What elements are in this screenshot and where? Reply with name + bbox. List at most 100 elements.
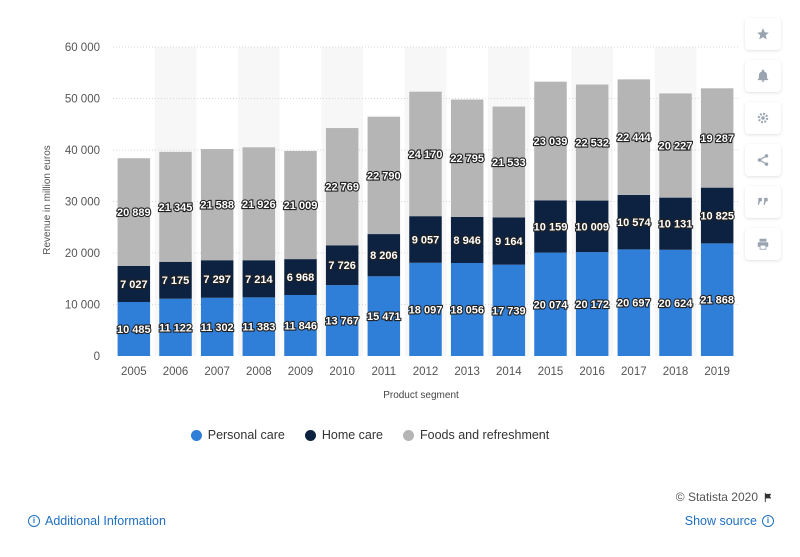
bar-segment [200,260,234,298]
data-label: 10 485 [117,324,151,336]
y-tick-label: 50 000 [65,94,100,106]
bar-segment [575,200,609,253]
data-label: 21 926 [242,199,276,211]
data-label: 9 057 [412,234,440,246]
data-label: 20 697 [617,298,651,310]
x-tick-label: 2009 [288,366,314,378]
y-axis-label: Revenue in million euros [42,145,53,255]
show-source-label: Show source [684,514,757,528]
bar-segment [200,149,234,261]
x-tick-label: 2016 [579,366,605,378]
bar-segment [367,234,401,277]
y-tick-label: 20 000 [65,248,100,260]
data-labels: 10 485 7 027 20 889 11 122 7 175 21 345 11 302… [116,131,735,337]
legend-label: Foods and refreshment [420,428,550,442]
x-axis-ticks: 2005 2006 2007 2008 2009 2010 2011 2012 2013 2014… [121,366,730,378]
bar-segment [534,200,567,253]
gear-icon [757,112,769,124]
data-label: 11 846 [284,320,317,332]
data-label: 21 533 [492,157,526,169]
x-tick-label: 2012 [413,366,439,378]
bar-segment [409,216,442,263]
bar-segment [450,216,484,264]
x-tick-label: 2008 [246,366,272,378]
legend-item-foods-and-refreshment[interactable]: Foods and refreshment [403,428,549,442]
data-label: 10 159 [534,221,568,233]
data-label: 20 074 [534,299,569,311]
data-label: 8 206 [370,250,398,262]
bar-segment [367,276,401,356]
x-tick-label: 2015 [538,366,564,378]
legend-label: Personal care [207,428,285,442]
bar-segment [700,88,734,188]
credit-text: © Statista 2020 [675,490,758,504]
data-label: 7 175 [162,275,190,287]
bar-segment [450,263,484,356]
legend-item-home-care[interactable]: Home care [304,428,383,442]
y-tick-label: 30 000 [65,197,100,209]
data-label: 21 009 [284,200,318,212]
bar-segment [200,297,234,356]
x-tick-label: 2019 [704,366,730,378]
show-source-link[interactable]: Show source i [685,514,774,528]
info-icon: i [28,515,40,527]
bar-segment [492,264,526,356]
bar-segment [617,79,651,195]
data-label: 10 009 [575,221,609,233]
x-tick-label: 2010 [329,366,355,378]
bar-segment [575,252,609,356]
bar-segment [117,158,151,266]
bar-segment [242,147,276,261]
data-label: 7 214 [245,274,273,286]
bar-segment [242,260,276,298]
data-label: 11 302 [201,322,234,334]
favorite-button[interactable] [745,18,781,50]
notification-button[interactable] [745,60,781,92]
legend-item-personal-care[interactable]: Personal care [190,428,285,442]
bar-segment [409,262,442,356]
data-label: 21 588 [200,200,234,212]
bar-segment [284,259,317,295]
bar-segment [617,194,651,250]
data-label: 15 471 [367,311,401,323]
info-icon: i [762,515,774,527]
data-label: 9 164 [495,236,523,248]
x-tick-label: 2018 [663,366,689,378]
x-tick-label: 2007 [204,366,230,378]
bar-segment [159,261,192,299]
x-tick-label: 2014 [496,366,522,378]
share-icon [757,154,769,166]
settings-button[interactable] [745,102,781,134]
additional-information-link[interactable]: i Additional Information [28,514,166,528]
data-label: 11 122 [159,322,192,334]
bar-segment [450,99,484,217]
bar-segment [242,297,276,356]
cite-button[interactable] [745,186,781,218]
data-label: 7 726 [328,260,356,272]
y-tick-label: 0 [94,351,100,363]
bar-segment [575,84,609,201]
bar-segment [700,187,734,244]
chart-toolbar [745,18,781,260]
x-tick-label: 2005 [121,366,147,378]
y-tick-label: 40 000 [65,145,100,157]
data-label: 19 287 [700,133,734,145]
y-tick-label: 60 000 [65,42,100,54]
bar-segment [325,285,359,356]
data-label: 11 383 [242,322,275,334]
data-label: 6 968 [287,272,315,284]
bar-segment [284,294,317,356]
bar-segment [534,252,567,356]
data-label: 21 868 [700,295,734,307]
y-tick-label: 10 000 [65,300,100,312]
bar-segment [367,116,401,235]
print-button[interactable] [745,228,781,260]
flag-icon [764,492,772,502]
share-button[interactable] [745,144,781,176]
bar-segment [117,302,151,356]
data-label: 22 444 [617,132,652,144]
bar-segment [659,93,692,198]
data-label: 7 027 [120,279,148,291]
data-label: 22 795 [450,153,484,165]
